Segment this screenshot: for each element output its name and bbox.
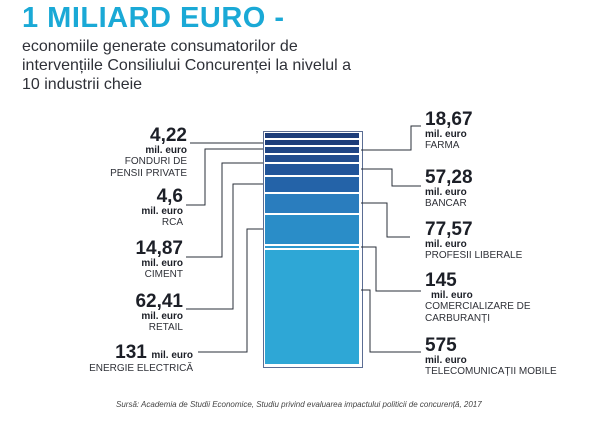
value-profesii: 77,57 [425,219,473,240]
value-carburanti: 145 [425,270,457,291]
value-pensii: 4,22 [150,125,187,146]
stacked-bar [263,131,363,368]
label-bancar: 57,28 mil. euro BANCAR [425,168,473,210]
connector-energie [198,228,263,353]
name-farma: FARMA [425,140,460,151]
label-carburanti: 145 mil. euro COMERCIALIZARE DE CARBURAN… [425,271,531,325]
source-note: Sursă: Academia de Studii Economice, Stu… [116,400,482,409]
unit-energie: mil. euro [151,350,193,361]
subtitle-line-2: intervențiile Consiliului Concurenței la… [22,57,352,74]
unit-ciment: mil. euro [141,258,183,269]
label-telecom: 575 mil. euro TELECOMUNICAȚII MOBILE [425,336,557,378]
value-row-energie: 131 mil. euro [89,343,193,363]
label-rca: 4,6 mil. euro RCA [141,187,183,229]
connector-farma [361,125,421,151]
value-ciment: 14,87 [135,238,183,259]
main-title: 1 MILIARD EURO - [22,2,285,34]
label-energie: 131 mil. euro ENERGIE ELECTRICĂ [89,343,193,375]
value-telecom: 575 [425,335,457,356]
bar-segment-telecom [265,250,359,364]
name-profesii: PROFESII LIBERALE [425,250,523,261]
bar-segment-farma [265,147,359,153]
name-carburanti-2: CARBURANȚI [425,313,491,324]
unit-profesii: mil. euro [425,239,467,250]
name-carburanti-1: COMERCIALIZARE DE [425,301,531,312]
bar-segment-pensii [265,133,359,138]
unit-carburanti: mil. euro [431,290,473,301]
label-retail: 62,41 mil. euro RETAIL [135,292,183,334]
connector-retail [186,183,263,310]
connector-ciment [186,162,263,258]
unit-telecom: mil. euro [425,355,467,366]
name-bancar: BANCAR [425,198,467,209]
subtitle-line-3: 10 industrii cheie [22,76,143,93]
connector-rca [186,148,263,206]
value-farma: 18,67 [425,109,473,130]
value-bancar: 57,28 [425,167,473,188]
label-profesii: 77,57 mil. euro PROFESII LIBERALE [425,220,522,262]
connector-carburanti [361,246,421,292]
value-rca: 4,6 [156,186,183,207]
bar-segment-retail [265,177,359,192]
bar-segment-bancar [265,164,359,175]
bar-segment-ciment [265,155,359,162]
subtitle: economiile generate consumatorilor de in… [22,37,442,94]
subtitle-line-1: economiile generate consumatorilor de [22,38,298,55]
unit-bancar: mil. euro [425,187,467,198]
unit-rca: mil. euro [141,206,183,217]
bar-segment-carburanti [265,246,359,248]
bar-segment-energie [265,215,359,244]
connector-bancar [361,168,421,187]
bar-segment-rca [265,140,359,145]
name-energie: ENERGIE ELECTRICĂ [89,363,193,374]
value-energie: 131 [115,342,147,363]
name-ciment: CIMENT [144,269,183,280]
bar-segment-profesii [265,194,359,213]
label-pensii: 4,22 mil. euro FONDURI DE PENSII PRIVATE [110,126,187,180]
unit-farma: mil. euro [425,129,467,140]
name-pensii-2: PENSII PRIVATE [110,168,187,179]
unit-pensii: mil. euro [145,145,187,156]
value-retail: 62,41 [135,291,183,312]
label-farma: 18,67 mil. euro FARMA [425,110,473,152]
connector-telecom [361,289,421,353]
name-retail: RETAIL [148,322,183,333]
connector-profesii [361,202,410,238]
unit-retail: mil. euro [141,311,183,322]
name-telecom: TELECOMUNICAȚII MOBILE [425,366,557,377]
name-rca: RCA [161,217,183,228]
name-pensii-1: FONDURI DE [124,156,187,167]
label-ciment: 14,87 mil. euro CIMENT [135,239,183,281]
